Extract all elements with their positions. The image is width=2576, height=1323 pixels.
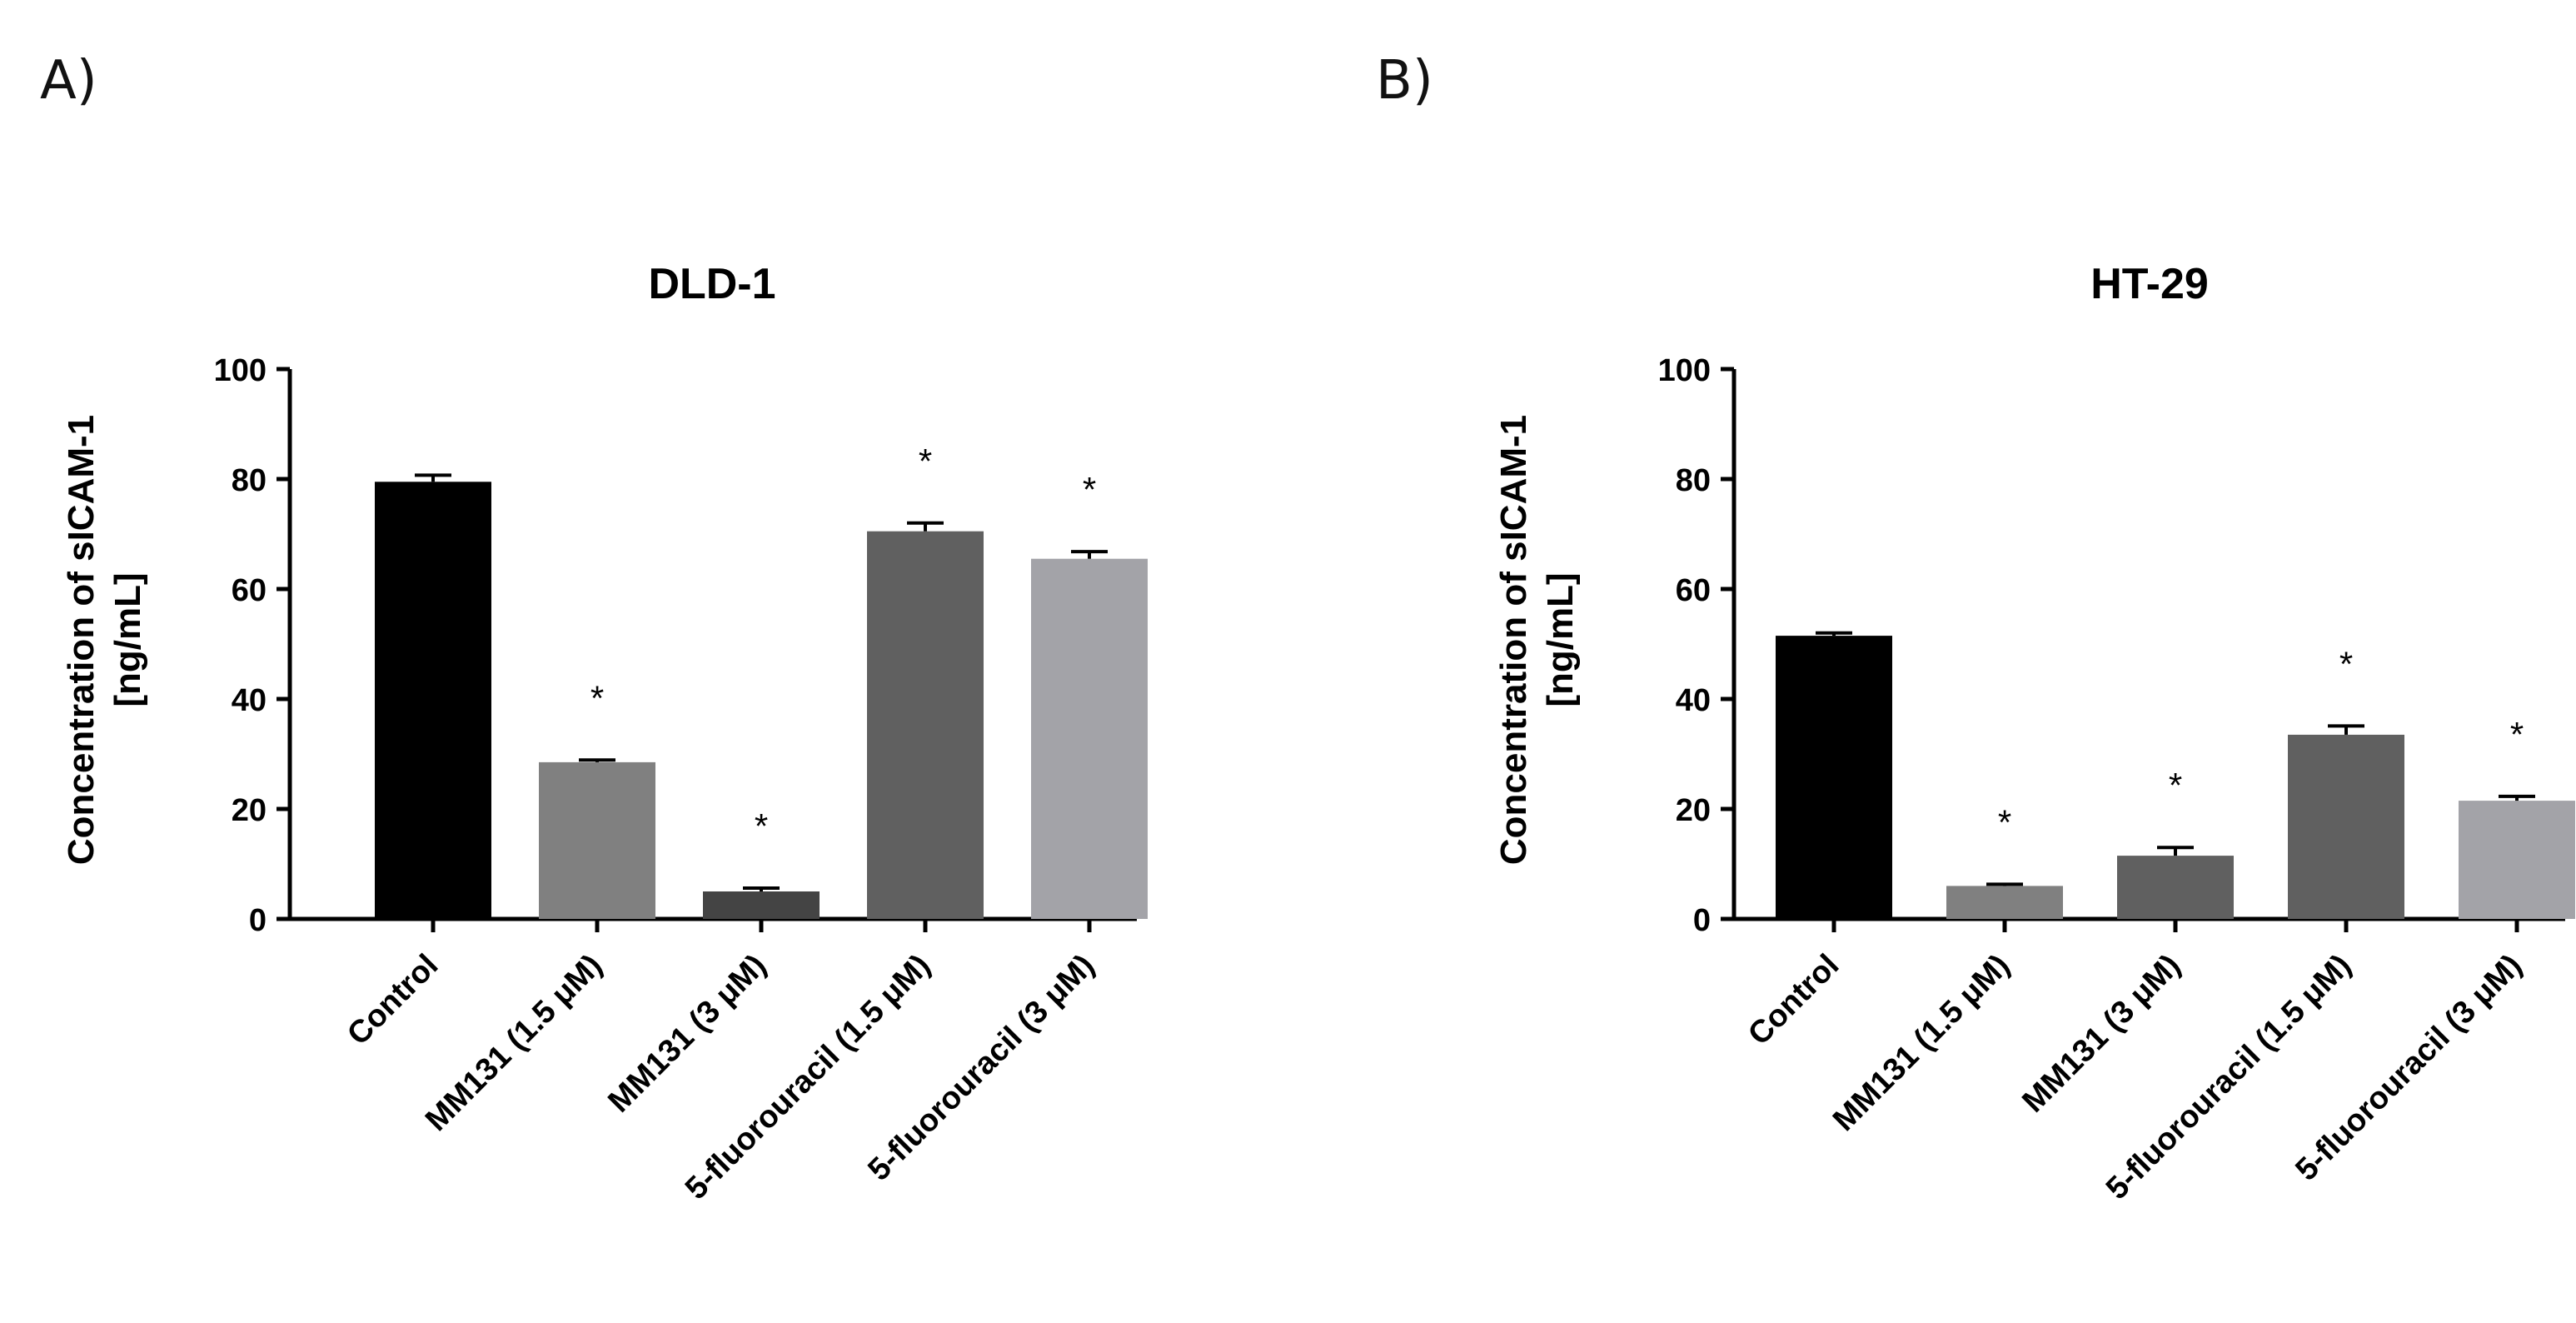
bar <box>1946 886 2063 919</box>
y-axis-title-line2: [ng/mL] <box>1540 572 1581 706</box>
bar <box>375 482 491 919</box>
panel-label-a: A) <box>40 50 97 112</box>
y-axis-title-line1: Concentration of sICAM-1 <box>61 415 102 865</box>
chart-title: DLD-1 <box>648 260 775 308</box>
bar <box>703 891 820 919</box>
significance-marker: * <box>755 806 768 846</box>
x-tick-label: MM131 (1.5 μM) <box>1826 948 2016 1138</box>
y-tick-label: 100 <box>1658 353 1711 388</box>
chart-dld1: DLD-1 Concentration of sICAM-1 [ng/mL] 0… <box>61 260 1148 1206</box>
chart-title: HT-29 <box>2090 260 2209 308</box>
y-tick-label: 60 <box>232 573 267 608</box>
y-tick-label: 40 <box>1676 683 1711 718</box>
y-tick-label: 20 <box>1676 793 1711 828</box>
y-tick-label: 40 <box>232 683 267 718</box>
significance-marker: * <box>2169 766 2182 805</box>
y-tick-label: 80 <box>232 463 267 498</box>
chart-ht29: HT-29 Concentration of sICAM-1 [ng/mL] 0… <box>1493 260 2575 1206</box>
significance-marker: * <box>919 442 932 481</box>
significance-marker: * <box>1998 802 2011 841</box>
bar <box>867 531 984 919</box>
x-tick-label: MM131 (3 μM) <box>601 948 773 1120</box>
y-tick-label: 0 <box>1693 903 1711 938</box>
y-tick-label: 0 <box>249 903 267 938</box>
significance-marker: * <box>1083 470 1096 509</box>
x-tick-label: Control <box>1741 948 1846 1052</box>
bar <box>2459 801 2575 919</box>
bar <box>2288 734 2404 919</box>
y-axis-title-line1: Concentration of sICAM-1 <box>1493 415 1534 865</box>
y-tick-label: 80 <box>1676 463 1711 498</box>
panel-label-b: B) <box>1376 50 1433 112</box>
bar <box>1776 636 1892 919</box>
y-axis-title-line2: [ng/mL] <box>107 572 148 706</box>
bar <box>539 761 655 919</box>
significance-marker: * <box>2339 644 2353 683</box>
significance-marker: * <box>2510 715 2524 754</box>
significance-marker: * <box>590 678 604 717</box>
y-tick-label: 60 <box>1676 573 1711 608</box>
x-tick-label: MM131 (3 μM) <box>2015 948 2187 1120</box>
x-tick-label: MM131 (1.5 μM) <box>419 948 609 1138</box>
bar <box>1031 558 1148 919</box>
y-tick-label: 100 <box>214 353 267 388</box>
y-tick-label: 20 <box>232 793 267 828</box>
x-tick-label: Control <box>341 948 445 1052</box>
bar <box>2117 856 2234 919</box>
